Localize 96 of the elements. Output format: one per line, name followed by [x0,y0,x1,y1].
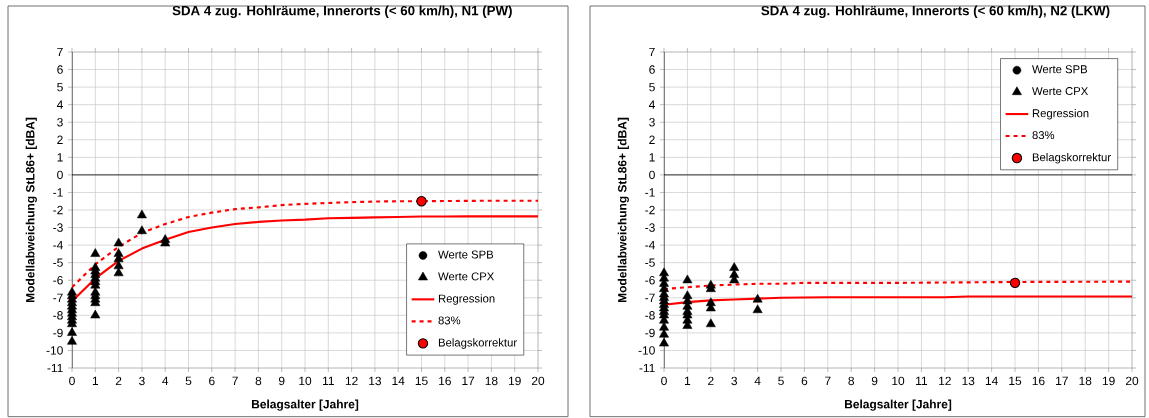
legend-label: Werte CPX [1032,87,1088,96]
x-tick-label: 19 [1102,376,1115,386]
y-tick-label: 6 [649,65,655,74]
x-tick-label: 6 [209,376,215,386]
x-tick-label: 4 [162,376,169,385]
x-tick-label: 11 [916,376,928,385]
y-tick-label: -11 [639,363,655,373]
y-axis-title: Modellabweichung StL86+ [dBA] [25,117,37,303]
y-tick-label: 3 [57,117,63,127]
y-tick-label: -4 [53,240,63,250]
chart-title: SDA 4 zug. Hohlräume, Innerorts (< 60 km/h), N2 (LKW) [761,5,1110,18]
y-tick-label: 2 [57,135,63,144]
legend-label: Werte SPB [1032,65,1088,74]
x-tick-label: 20 [531,376,545,386]
y-tick-label: 5 [649,82,655,92]
x-tick-label: 10 [892,376,905,386]
y-tick-label: -5 [645,258,655,267]
y-tick-label: 6 [57,65,63,74]
x-tick-label: 13 [962,376,975,386]
x-tick-label: 2 [115,376,122,386]
x-tick-label: 17 [1056,376,1068,385]
x-tick-label: 4 [754,376,761,385]
y-tick-label: 0 [649,170,655,180]
x-tick-label: 15 [1009,376,1022,386]
x-tick-label: 7 [825,376,831,385]
y-tick-label: -2 [645,205,655,215]
y-tick-label: 1 [57,153,63,162]
x-tick-label: 2 [708,376,714,386]
x-tick-label: 1 [685,376,691,385]
legend-label: Werte CPX [438,272,495,281]
y-tick-label: -6 [53,275,63,285]
x-tick-label: 11 [323,376,334,385]
y-tick-label: 7 [649,47,655,57]
x-tick-label: 1 [92,376,99,385]
y-tick-label: 1 [649,153,655,162]
x-tick-label: 0 [661,376,667,386]
y-tick-label: -6 [645,275,655,285]
x-tick-label: 9 [278,376,285,386]
y-tick-label: -7 [53,293,63,302]
x-tick-label: 9 [871,376,878,386]
y-tick-label: -4 [645,240,655,250]
y-tick-label: 4 [648,100,655,109]
x-tick-label: 8 [848,376,855,386]
x-tick-label: 16 [439,376,451,386]
x-axis-title: Belagsalter [Jahre] [844,399,952,411]
x-tick-label: 7 [232,376,238,385]
x-tick-label: 19 [508,376,521,386]
x-tick-label: 12 [345,376,358,386]
x-tick-label: 5 [778,376,784,386]
y-tick-label: -8 [645,311,655,320]
y-tick-label: -9 [53,328,63,338]
y-tick-label: 2 [649,135,655,144]
y-tick-label: 7 [57,47,63,57]
y-tick-label: -10 [638,346,655,355]
y-tick-label: 4 [56,100,63,109]
x-tick-label: 20 [1125,376,1139,386]
legend-label: 83% [1032,131,1055,140]
y-tick-label: 0 [57,170,63,180]
x-axis-title: Belagsalter [Jahre] [251,399,359,411]
y-tick-label: 5 [57,82,63,92]
x-tick-label: 3 [731,376,738,386]
x-tick-label: 13 [369,376,382,386]
x-tick-label: 14 [392,376,405,385]
y-tick-label: -5 [53,258,63,267]
y-tick-label: -9 [645,328,655,338]
legend-label: Belagskorrektur [1032,152,1111,164]
x-tick-label: 3 [139,376,145,386]
chart-title: SDA 4 zug. Hohlräume, Innerorts (< 60 km/h), N1 (PW) [172,5,512,18]
x-tick-label: 18 [1079,376,1092,386]
y-axis-title: Modellabweichung StL86+ [dBA] [617,117,629,303]
y-tick-label: -8 [53,311,63,320]
legend-label: Regression [1032,108,1089,120]
x-tick-label: 12 [939,376,951,386]
y-tick-label: -3 [645,223,655,232]
legend-label: Regression [438,294,495,305]
x-tick-label: 14 [985,376,998,385]
y-tick-label: -3 [53,223,63,232]
x-tick-label: 17 [462,376,475,385]
x-tick-label: 10 [299,376,312,386]
x-tick-label: 5 [185,376,192,386]
x-tick-label: 16 [1032,376,1045,386]
legend-label: Belagskorrektur [438,338,517,349]
y-tick-label: -7 [645,293,655,302]
x-tick-label: 0 [69,376,75,386]
x-tick-label: 8 [255,376,262,386]
y-tick-label: 3 [649,117,655,127]
x-tick-label: 15 [415,376,428,386]
legend-label: 83% [438,316,461,325]
x-tick-label: 18 [485,376,498,386]
y-tick-label: -2 [53,205,63,215]
x-tick-label: 6 [801,376,808,386]
y-tick-label: -10 [46,346,63,355]
y-tick-label: -11 [47,363,63,373]
y-tick-label: -1 [53,188,63,197]
y-tick-label: -1 [645,188,655,197]
legend-label: Werte SPB [438,250,494,259]
